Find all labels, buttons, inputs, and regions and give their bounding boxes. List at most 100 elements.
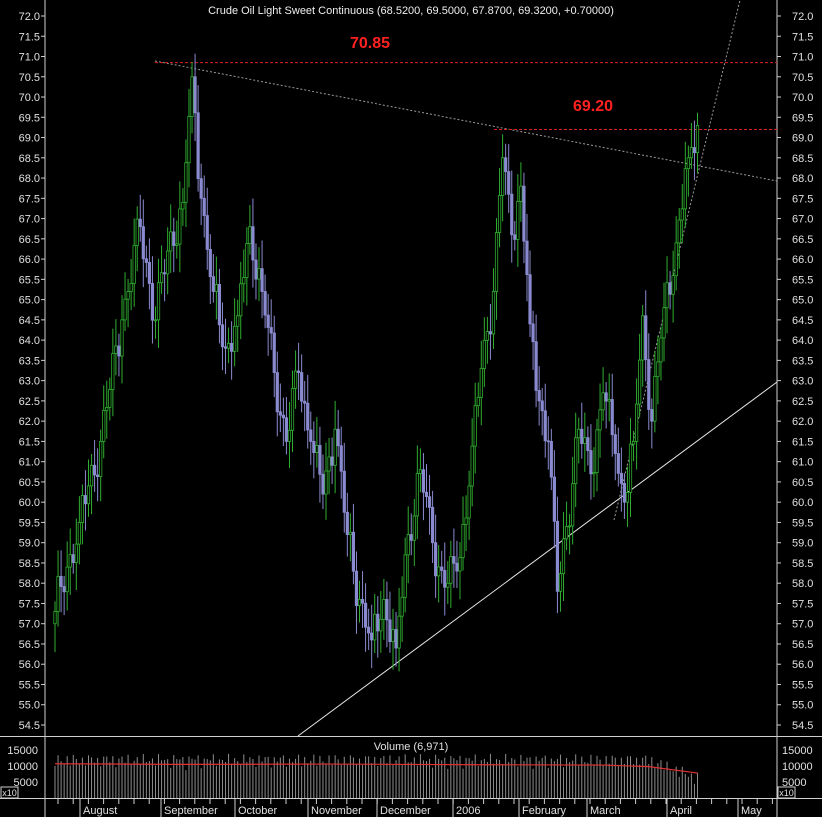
candle-body — [586, 437, 590, 451]
candle-body — [592, 472, 596, 475]
candle-body — [245, 243, 249, 278]
candle-body — [278, 411, 282, 416]
candle-body — [491, 291, 496, 335]
candle-body — [689, 147, 694, 159]
candle-body — [56, 575, 60, 612]
candle-body — [507, 171, 511, 195]
price-tick-label-left: 67.0 — [19, 214, 40, 226]
candle-body — [92, 464, 97, 476]
candle-body — [619, 472, 623, 484]
volume-axis: 15000 15000 10000 10000 5000 5000 — [7, 745, 812, 789]
candle-body — [132, 245, 136, 284]
candle-body — [421, 469, 426, 493]
candle-body — [300, 372, 304, 402]
price-tick-label-right: 61.0 — [792, 457, 813, 469]
candle-body — [111, 353, 115, 390]
price-tick-label-right: 64.0 — [792, 335, 813, 347]
candle-body — [382, 599, 386, 620]
candle-body — [598, 409, 602, 431]
candle-body — [360, 599, 365, 604]
price-tick-label-left: 59.5 — [19, 517, 40, 529]
candle-body — [263, 291, 267, 316]
volume-tick-label-left: 5000 — [14, 777, 38, 789]
candle-body — [634, 403, 639, 442]
candle-body — [208, 249, 212, 277]
candle-body — [501, 157, 505, 196]
candle-body — [156, 282, 161, 321]
candle-body — [129, 283, 133, 292]
price-tick-label-left: 61.5 — [19, 436, 40, 448]
price-tick-label-left: 55.0 — [19, 700, 40, 712]
candle-body — [80, 495, 85, 523]
price-tick-label-left: 57.0 — [19, 619, 40, 631]
price-tick-label-left: 56.0 — [19, 659, 40, 671]
candle-body — [96, 474, 100, 478]
annotation-69-20: 69.20 — [573, 98, 613, 115]
price-tick-label-left: 55.5 — [19, 679, 40, 691]
candle-body — [324, 470, 328, 495]
candle-body — [357, 599, 362, 607]
candle-body — [406, 534, 410, 556]
price-tick-label-left: 70.0 — [19, 92, 40, 104]
candle-body — [568, 525, 572, 528]
candle-body — [211, 276, 215, 292]
candle-body — [555, 520, 560, 592]
candle-body — [126, 291, 130, 300]
price-tick-label-right: 65.5 — [792, 274, 813, 286]
candle-body — [564, 526, 569, 540]
price-tick-label-right: 58.0 — [792, 578, 813, 590]
candle-body — [467, 485, 471, 519]
candle-body — [65, 566, 69, 593]
candle-body — [77, 522, 81, 545]
price-tick-label-right: 66.5 — [792, 234, 813, 246]
candle-body — [163, 272, 167, 275]
candle-body — [190, 76, 194, 117]
price-tick-label-right: 59.0 — [792, 538, 813, 550]
candle-body — [440, 566, 444, 571]
candle-body — [141, 226, 145, 260]
candle-body — [144, 258, 148, 263]
price-tick-label-right: 62.0 — [792, 416, 813, 428]
candle-body — [674, 242, 678, 277]
candle-body — [695, 124, 700, 154]
price-tick-label-right: 64.5 — [792, 315, 813, 327]
price-tick-label-left: 66.5 — [19, 234, 40, 246]
price-tick-label-right: 69.5 — [792, 112, 813, 124]
price-tick-label-left: 56.5 — [19, 639, 40, 651]
candle-body — [293, 370, 298, 389]
chart-title: Crude Oil Light Sweet Continuous (68.520… — [208, 5, 614, 17]
candle-body — [476, 396, 480, 407]
price-candles — [53, 53, 700, 672]
ascending-support-trendline — [297, 381, 778, 737]
price-tick-label-right: 57.0 — [792, 619, 813, 631]
volume-scale-left: x10 — [2, 788, 17, 798]
candle-body — [321, 473, 325, 495]
candle-body — [312, 440, 316, 453]
candle-body — [631, 440, 636, 445]
price-tick-label-left: 63.5 — [19, 355, 40, 367]
candle-body — [230, 342, 234, 352]
candle-body — [296, 370, 301, 373]
candle-body — [315, 445, 319, 453]
candle-body — [71, 554, 75, 563]
candle-body — [376, 613, 380, 632]
candle-body — [339, 445, 343, 472]
candle-body — [239, 283, 243, 317]
price-tick-label-right: 63.5 — [792, 355, 813, 367]
candle-body — [105, 407, 109, 411]
candle-body — [668, 282, 672, 295]
price-tick-label-left: 65.5 — [19, 274, 40, 286]
price-tick-label-left: 57.5 — [19, 598, 40, 610]
candle-body — [275, 372, 279, 413]
candle-body — [628, 443, 633, 493]
price-tick-label-left: 69.0 — [19, 133, 40, 145]
candle-body — [540, 400, 544, 412]
price-tick-label-left: 67.5 — [19, 193, 40, 205]
candle-body — [510, 193, 514, 236]
price-tick-label-right: 56.5 — [792, 639, 813, 651]
price-tick-label-left: 58.0 — [19, 578, 40, 590]
month-label: October — [238, 805, 277, 817]
volume-scale-box-left — [0, 786, 19, 799]
price-tick-label-left: 61.0 — [19, 457, 40, 469]
price-tick-label-left: 63.0 — [19, 376, 40, 388]
